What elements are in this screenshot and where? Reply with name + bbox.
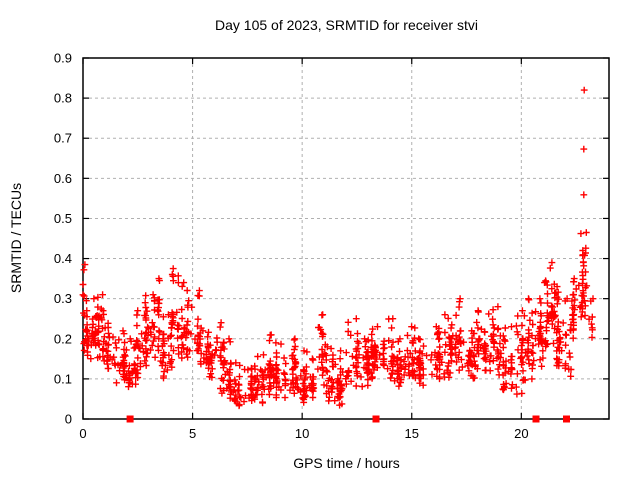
x-tick-label: 20 bbox=[514, 426, 528, 441]
y-tick-label: 0.7 bbox=[54, 131, 72, 146]
plot-border bbox=[82, 57, 610, 420]
y-tick-label: 0.1 bbox=[54, 371, 72, 386]
y-tick-label: 0.6 bbox=[54, 171, 72, 186]
x-tick-label: 5 bbox=[189, 426, 196, 441]
x-tick-label: 15 bbox=[405, 426, 419, 441]
y-tick-label: 0.4 bbox=[54, 251, 72, 266]
x-axis-label: GPS time / hours bbox=[293, 455, 400, 471]
flag-square-marker bbox=[372, 415, 380, 423]
scatter-points bbox=[79, 86, 597, 410]
flag-square-marker bbox=[532, 415, 540, 423]
x-tick-label: 0 bbox=[79, 426, 86, 441]
y-tick-label: 0.2 bbox=[54, 331, 72, 346]
y-tick-label: 0.9 bbox=[54, 51, 72, 66]
flag-square-marker bbox=[563, 415, 570, 423]
y-tick-label: 0.8 bbox=[54, 91, 72, 106]
y-tick-label: 0 bbox=[65, 412, 72, 427]
flag-square-marker bbox=[126, 415, 134, 423]
y-tick-label: 0.5 bbox=[54, 211, 72, 226]
x-tick-label: 10 bbox=[295, 426, 309, 441]
y-tick-label: 0.3 bbox=[54, 291, 72, 306]
chart-title: Day 105 of 2023, SRMTID for receiver stv… bbox=[215, 17, 478, 33]
